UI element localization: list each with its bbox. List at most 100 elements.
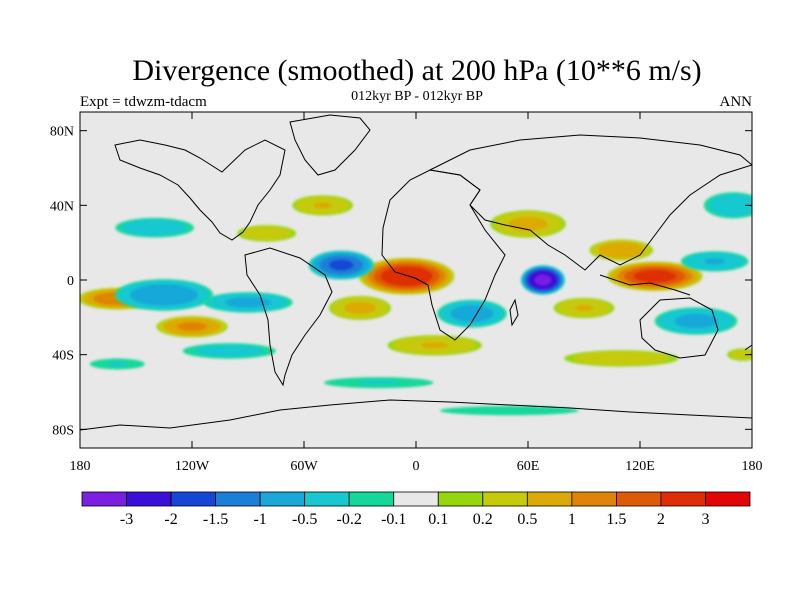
anomaly-contour: [380, 266, 433, 287]
y-tick-label: 40S: [52, 349, 74, 364]
anomaly-contour: [704, 258, 725, 265]
experiment-label: Expt = tdwzm-tdacm: [80, 94, 207, 110]
anomaly-contour: [224, 297, 272, 308]
anomaly-blob: [237, 225, 297, 242]
colorbar-label: 2: [657, 511, 665, 528]
colorbar-swatch: [526, 491, 573, 507]
anomaly-contour: [177, 322, 207, 332]
anomaly-blob: [564, 350, 679, 367]
anomaly-field: [80, 192, 752, 416]
anomaly-contour: [121, 219, 188, 236]
colorbar-swatch: [215, 491, 261, 507]
coastlines: [80, 114, 752, 431]
asia-coast: [428, 134, 752, 271]
colorbar-swatch: [170, 491, 216, 507]
anomaly-blob: [607, 261, 703, 291]
chart-title: Divergence (smoothed) at 200 hPa (10**6 …: [132, 54, 701, 87]
colorbar-label: -3: [120, 511, 133, 528]
y-tick-label: 80N: [50, 125, 74, 140]
anomaly-contour: [358, 380, 399, 385]
colorbar-swatch: [437, 491, 484, 507]
anomaly-blob: [292, 195, 353, 216]
x-tick-label: 60W: [290, 459, 318, 474]
colorbar-label: -0.5: [292, 511, 317, 528]
colorbar-label: 3: [701, 511, 709, 528]
colorbar-label: 1: [568, 511, 576, 528]
anomaly-blob: [182, 343, 276, 359]
anomaly-contour: [708, 194, 752, 217]
anomaly-blob: [329, 295, 391, 321]
madagascar-coast: [509, 298, 519, 327]
anomaly-contour: [194, 345, 264, 357]
anomaly-contour: [508, 216, 548, 232]
new-zealand-coast: [744, 344, 752, 351]
anomaly-contour: [242, 226, 292, 241]
colorbar-label: -0.2: [337, 511, 362, 528]
anomaly-blob: [114, 279, 214, 311]
colorbar-swatch: [660, 491, 706, 507]
anomaly-contour: [731, 350, 752, 360]
colorbar-label: -1: [253, 511, 266, 528]
colorbar: -3 -2 -1.5 -1 -0.5 -0.2 -0.1 0.1 0.2 0.5 1 1.5 2 3: [81, 491, 751, 528]
colorbar-swatch: [304, 491, 350, 507]
colorbar-swatch: [616, 491, 662, 507]
anomaly-blob: [589, 239, 654, 261]
x-tick-label: 180: [742, 459, 763, 474]
greenland-coast: [289, 114, 371, 176]
colorbar-swatch: [571, 491, 617, 507]
anomaly-blob: [115, 217, 194, 238]
x-tick-label: 120W: [175, 459, 210, 474]
colorbar-label: -0.1: [381, 511, 406, 528]
colorbar-label: 0.5: [517, 511, 537, 528]
anomaly-blob: [437, 299, 507, 328]
season-label: ANN: [720, 94, 753, 110]
y-tick-label: 80S: [52, 423, 74, 438]
anomaly-blob: [440, 406, 579, 416]
anomaly-blob: [203, 292, 293, 313]
colorbar-swatch: [259, 491, 306, 507]
colorbar-swatch: [482, 491, 528, 507]
north-america-coast: [114, 139, 286, 241]
anomaly-contour: [574, 304, 594, 312]
anomaly-blob: [680, 251, 749, 272]
anomaly-contour: [420, 342, 449, 349]
anomaly-blob: [553, 297, 615, 319]
anomaly-blob: [703, 192, 752, 219]
anomaly-contour: [329, 259, 354, 271]
anomaly-contour: [343, 301, 377, 315]
antarctica-coast: [80, 399, 752, 431]
anomaly-contour: [450, 304, 494, 323]
anomaly-blob: [323, 377, 434, 389]
colorbar-swatch: [705, 491, 751, 507]
colorbar-swatch: [348, 491, 395, 507]
anomaly-blob: [156, 315, 228, 338]
colorbar-label: 0.1: [428, 511, 448, 528]
x-tick-label: 120E: [625, 459, 655, 474]
colorbar-swatch: [393, 491, 439, 507]
indonesia-coast: [599, 274, 691, 296]
anomaly-blob: [89, 358, 145, 370]
x-tick-label: 60E: [517, 459, 540, 474]
anomaly-contour: [597, 242, 645, 258]
anomaly-blob: [654, 307, 738, 335]
anomaly-contour: [107, 361, 128, 367]
y-tick-label: 40N: [50, 199, 74, 214]
x-tick-label: 180: [70, 459, 91, 474]
anomaly-blob: [387, 335, 482, 356]
anomaly-blob: [520, 265, 566, 295]
anomaly-contour: [534, 274, 552, 286]
south-america-coast: [244, 247, 333, 387]
anomaly-blob: [727, 348, 752, 361]
colorbar-swatch: [81, 491, 127, 507]
anomaly-contour: [573, 351, 670, 366]
y-tick-label: 0: [67, 274, 74, 289]
anomaly-contour: [130, 284, 198, 306]
anomaly-blob: [490, 210, 566, 238]
x-tick-label: 0: [413, 459, 420, 474]
colorbar-swatch: [126, 491, 172, 507]
colorbar-label: -1.5: [203, 511, 228, 528]
colorbar-label: -2: [164, 511, 177, 528]
chart-subtitle: 012kyr BP - 012kyr BP: [351, 89, 483, 104]
colorbar-label: 0.2: [473, 511, 493, 528]
